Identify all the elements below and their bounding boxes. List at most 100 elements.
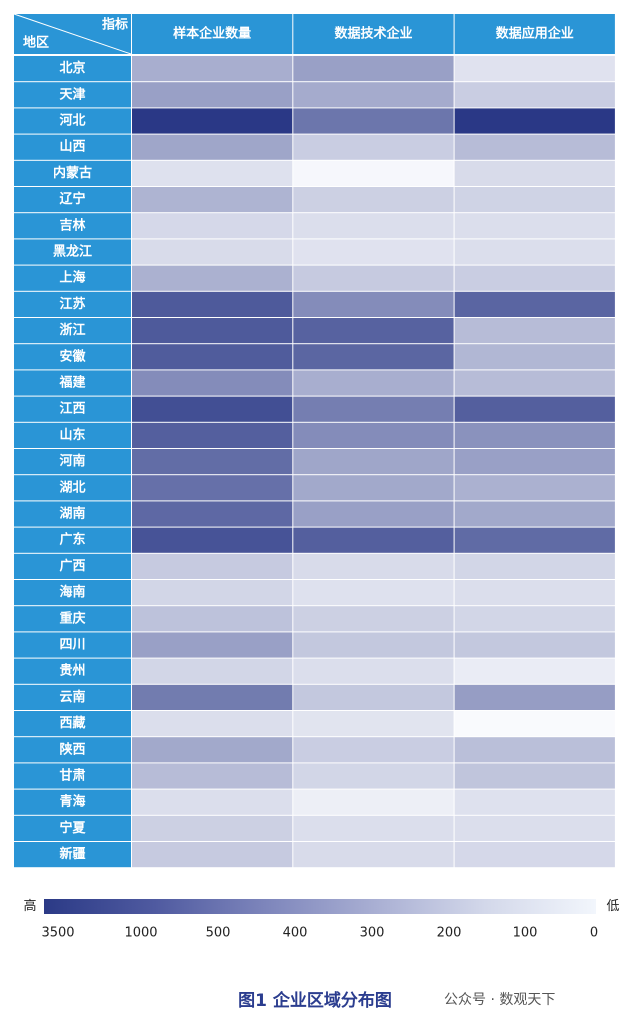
heatmap-cell xyxy=(132,815,293,841)
row-header xyxy=(14,606,131,632)
heatmap-cell xyxy=(293,213,454,239)
heatmap-cell xyxy=(454,658,615,684)
row-header-label: 山东 xyxy=(59,427,85,443)
heatmap-cell xyxy=(454,475,615,501)
row-header-label: 广东 xyxy=(59,532,85,548)
column-header-label: 数据技术企业 xyxy=(334,26,412,42)
heatmap-cell xyxy=(454,291,615,317)
row-header-label: 北京 xyxy=(59,60,85,76)
heatmap-cell xyxy=(454,422,615,448)
heatmap-cell xyxy=(454,606,615,632)
heatmap-cell xyxy=(454,56,615,82)
heatmap-cell xyxy=(454,449,615,475)
heatmap-cell xyxy=(454,396,615,422)
heatmap-cell xyxy=(132,265,293,291)
heatmap-cell xyxy=(293,396,454,422)
row-header xyxy=(14,632,131,658)
heatmap-cell xyxy=(293,475,454,501)
row-header-label: 青海 xyxy=(59,794,85,810)
scale-tick-label: 1000 xyxy=(124,926,157,941)
heatmap-cell xyxy=(293,842,454,868)
heatmap-cell xyxy=(132,370,293,396)
heatmap-cell xyxy=(454,553,615,579)
scale-tick-label: 100 xyxy=(513,926,538,941)
heatmap-cell xyxy=(454,265,615,291)
row-header-label: 河南 xyxy=(59,453,85,469)
heatmap-cell xyxy=(293,815,454,841)
heatmap-cell xyxy=(293,789,454,815)
heatmap-cell xyxy=(293,580,454,606)
corner-label-region: 地区 xyxy=(23,35,49,51)
heatmap-cell xyxy=(132,684,293,710)
header-diagonal xyxy=(13,13,132,55)
heatmap-cell xyxy=(293,632,454,658)
row-header xyxy=(14,553,131,579)
heatmap-cell xyxy=(293,187,454,213)
column-header xyxy=(454,14,615,54)
row-header xyxy=(14,265,131,291)
row-header xyxy=(14,501,131,527)
heatmap-cell xyxy=(293,56,454,82)
row-header-label: 浙江 xyxy=(59,322,85,338)
heatmap-cell xyxy=(454,763,615,789)
color-scale-bar xyxy=(44,899,596,914)
heatmap-cell xyxy=(132,501,293,527)
heatmap-cell xyxy=(454,527,615,553)
heatmap-cell xyxy=(132,187,293,213)
heatmap-cell xyxy=(454,213,615,239)
heatmap-cell xyxy=(132,711,293,737)
row-header xyxy=(14,580,131,606)
row-header-label: 河北 xyxy=(59,113,85,129)
row-header-label: 陕西 xyxy=(59,741,85,757)
watermark: 公众号 · 数观天下 xyxy=(444,992,556,1008)
column-header xyxy=(132,14,293,54)
heatmap-cell xyxy=(454,160,615,186)
heatmap-cell xyxy=(454,82,615,108)
heatmap-cell xyxy=(132,553,293,579)
row-header xyxy=(14,475,131,501)
figure-caption: 图1 企业区域分布图 xyxy=(238,991,392,1011)
row-header xyxy=(14,318,131,344)
heatmap-cell xyxy=(132,763,293,789)
heatmap-cell xyxy=(132,396,293,422)
scale-tick-label: 400 xyxy=(283,926,308,941)
row-header-label: 云南 xyxy=(59,689,85,705)
heatmap-cell xyxy=(454,370,615,396)
heatmap-cell xyxy=(454,632,615,658)
row-header-label: 江西 xyxy=(59,401,85,417)
heatmap-cell xyxy=(293,449,454,475)
heatmap-cell xyxy=(293,265,454,291)
heatmap-cell xyxy=(132,789,293,815)
row-header-label: 福建 xyxy=(58,375,85,391)
row-header xyxy=(14,82,131,108)
heatmap-cell xyxy=(132,632,293,658)
row-header-label: 重庆 xyxy=(59,610,85,626)
row-header xyxy=(14,134,131,160)
heatmap-cell xyxy=(454,239,615,265)
row-header xyxy=(14,449,131,475)
heatmap-cell xyxy=(454,318,615,344)
heatmap-cell xyxy=(454,501,615,527)
heatmap-cell xyxy=(454,842,615,868)
row-header xyxy=(14,422,131,448)
heatmap-cell xyxy=(132,213,293,239)
heatmap-cell xyxy=(132,449,293,475)
row-header xyxy=(14,396,131,422)
heatmap-cell xyxy=(293,553,454,579)
heatmap-cell xyxy=(293,606,454,632)
heatmap-cell xyxy=(132,422,293,448)
row-header-label: 贵州 xyxy=(59,663,85,679)
row-header xyxy=(14,239,131,265)
row-header-label: 湖北 xyxy=(59,480,85,495)
heatmap-cell xyxy=(132,318,293,344)
heatmap-cell xyxy=(454,684,615,710)
heatmap-cell xyxy=(454,737,615,763)
row-header-label: 上海 xyxy=(59,270,85,286)
heatmap-cell xyxy=(132,82,293,108)
row-header-label: 甘肃 xyxy=(59,768,85,784)
row-header-label: 吉林 xyxy=(59,217,85,233)
row-header xyxy=(14,737,131,763)
heatmap-cell xyxy=(454,187,615,213)
row-header xyxy=(14,108,131,134)
heatmap-cell xyxy=(454,815,615,841)
